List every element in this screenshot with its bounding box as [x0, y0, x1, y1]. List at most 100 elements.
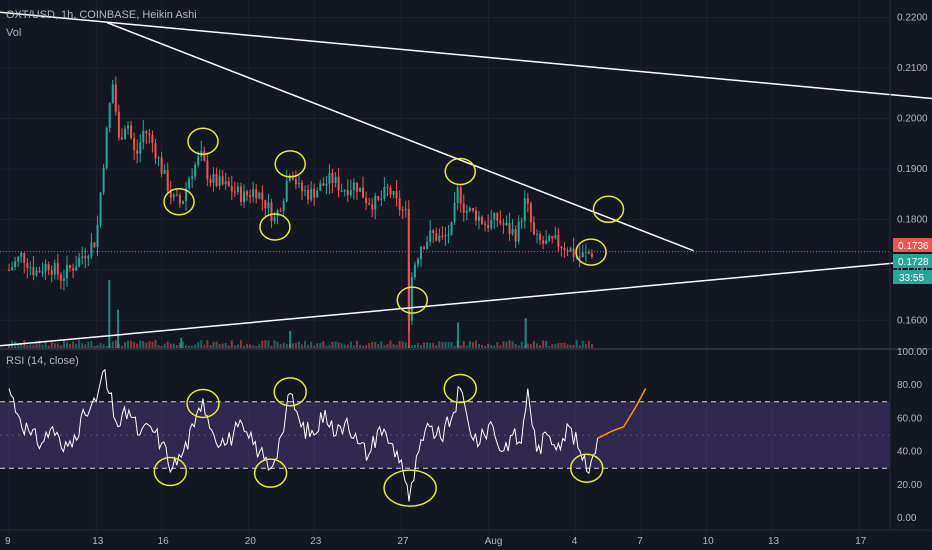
- price-tick-label: 0.2000: [897, 114, 928, 125]
- candle-body: [194, 164, 197, 177]
- candle-body: [139, 142, 142, 154]
- rsi-annotation-circle[interactable]: [383, 469, 437, 507]
- candle-body: [346, 190, 349, 196]
- candle-body: [447, 234, 450, 236]
- volume-bar: [233, 345, 236, 348]
- annotation-circles[interactable]: [153, 127, 625, 507]
- volume-bar: [200, 340, 203, 348]
- volume-bar: [572, 344, 575, 348]
- volume-bar: [114, 340, 117, 348]
- volume-bar: [160, 345, 163, 348]
- volume-bar: [331, 341, 334, 348]
- candle-body: [441, 235, 444, 237]
- volume-bar: [334, 341, 337, 348]
- candle-body: [535, 233, 538, 235]
- price-annotation-circle[interactable]: [396, 286, 429, 314]
- volume-bar: [175, 345, 178, 348]
- candle-body: [471, 207, 474, 211]
- trendline-middle-descending[interactable]: [106, 21, 694, 252]
- candle-body: [410, 277, 413, 321]
- candles: [0, 76, 890, 332]
- volume-bar: [151, 341, 154, 348]
- x-tick-label: 23: [310, 536, 322, 547]
- candle-body: [496, 213, 499, 221]
- price-tick-label: 0.1900: [897, 164, 928, 175]
- rsi-annotation-circle[interactable]: [443, 373, 478, 404]
- price-annotation-circle[interactable]: [444, 157, 477, 186]
- candle-body: [313, 188, 316, 198]
- trendlines[interactable]: [0, 10, 932, 348]
- candle-body: [474, 210, 477, 221]
- candle-body: [111, 84, 114, 104]
- volume-spike: [524, 318, 527, 348]
- volume-bar: [206, 340, 209, 348]
- x-tick-label: 10: [703, 536, 715, 547]
- volume-bar: [297, 341, 300, 348]
- x-tick-label: 17: [855, 536, 867, 547]
- price-annotation-circle[interactable]: [575, 238, 607, 266]
- price-tick-label: 0.1600: [897, 315, 928, 326]
- trendline-upper-descending[interactable]: [0, 10, 932, 101]
- candle-body: [282, 201, 285, 211]
- candle-body: [72, 268, 75, 271]
- candle-body: [279, 210, 282, 212]
- volume-bar: [136, 343, 139, 348]
- candle-body: [35, 270, 38, 276]
- candle-body: [426, 241, 429, 249]
- candle-body: [178, 195, 181, 204]
- volume-bar: [355, 340, 358, 348]
- volume-bar: [484, 345, 487, 348]
- candle-body: [563, 248, 566, 251]
- candle-body: [349, 190, 352, 196]
- rsi-annotation-circle[interactable]: [153, 456, 188, 487]
- volume-bar: [560, 343, 563, 348]
- candle-body: [554, 235, 557, 239]
- rsi-annotation-circle[interactable]: [253, 458, 288, 488]
- volume-bar: [282, 342, 285, 348]
- trendline-lower-ascending[interactable]: [0, 257, 932, 348]
- rsi-annotation-circle[interactable]: [569, 453, 604, 483]
- candle-body: [413, 264, 416, 278]
- volume-bar: [532, 341, 535, 348]
- candle-body: [264, 199, 267, 209]
- volume-bar: [389, 340, 392, 348]
- price-annotation-circle[interactable]: [187, 127, 219, 155]
- candle-body: [322, 183, 325, 186]
- candle-body: [81, 256, 84, 258]
- volume-bar: [468, 341, 471, 348]
- rsi-annotation-circle[interactable]: [273, 377, 307, 407]
- volume-bar: [227, 345, 230, 348]
- volume-bar: [258, 344, 261, 348]
- volume-bar: [239, 340, 242, 348]
- volume-bar: [386, 343, 389, 348]
- candle-body: [502, 223, 505, 225]
- volume-bar: [371, 341, 374, 348]
- price-annotation-circle[interactable]: [163, 187, 195, 216]
- price-annotation-circle[interactable]: [259, 213, 291, 241]
- rsi-annotation-circle[interactable]: [186, 388, 220, 419]
- volume-bar: [337, 342, 340, 348]
- candle-body: [429, 230, 432, 242]
- volume-bar: [539, 344, 542, 348]
- volume-bar: [432, 342, 435, 348]
- volume-bar: [178, 342, 181, 348]
- volume-bar: [59, 345, 62, 348]
- volume-bar: [188, 345, 191, 348]
- candle-body: [337, 176, 340, 191]
- price-annotation-circle[interactable]: [274, 150, 306, 178]
- candle-body: [462, 203, 465, 213]
- candle-body: [520, 220, 523, 222]
- volume-bar: [322, 341, 325, 348]
- candle-body: [154, 142, 157, 159]
- rsi-band: [0, 401, 890, 469]
- volume-bar: [374, 342, 377, 348]
- rsi-tick-label: 0.00: [897, 513, 917, 524]
- candle-body: [175, 194, 178, 196]
- candle-body: [362, 187, 365, 198]
- candle-body: [487, 224, 490, 229]
- price-annotation-circle[interactable]: [592, 195, 625, 224]
- candle-body: [285, 180, 288, 202]
- current-price-tag: 0.1728: [893, 254, 932, 268]
- volume-bar: [340, 343, 343, 348]
